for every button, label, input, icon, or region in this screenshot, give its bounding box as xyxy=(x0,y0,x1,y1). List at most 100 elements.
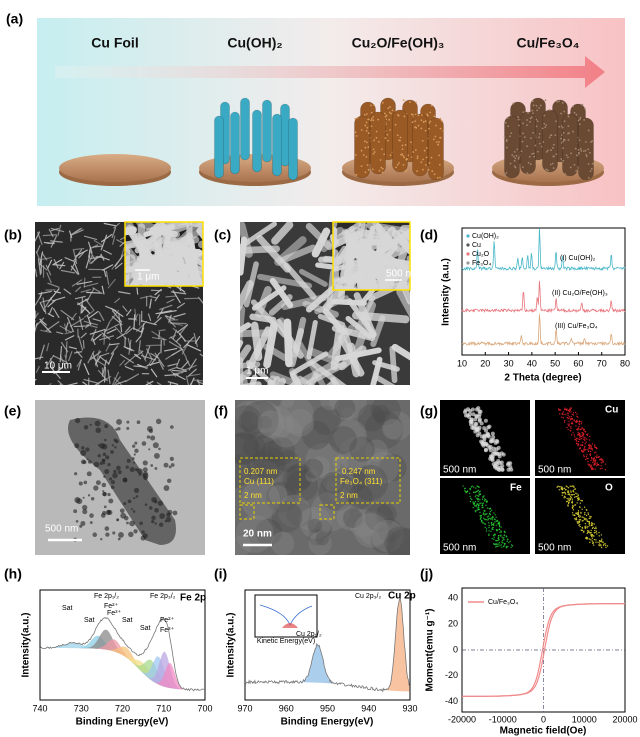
element-signal xyxy=(599,468,602,470)
element-signal xyxy=(557,485,559,487)
element-signal xyxy=(598,539,601,542)
scale-text: 500 nm xyxy=(538,465,571,476)
stage-label: Cu/Fe₃O₄ xyxy=(517,35,580,51)
texture xyxy=(103,505,107,509)
element-signal xyxy=(490,431,495,436)
rod-texture xyxy=(587,163,590,165)
rod-texture xyxy=(554,134,557,137)
texture xyxy=(86,291,103,294)
inset-frame xyxy=(239,457,301,504)
rod-texture xyxy=(372,115,374,118)
y-tick-label: -20 xyxy=(445,670,458,680)
texture xyxy=(70,258,77,271)
rod-texture xyxy=(521,140,524,143)
texture xyxy=(83,363,90,376)
rod-texture xyxy=(543,114,546,117)
texture xyxy=(82,381,88,385)
texture xyxy=(47,313,55,318)
element-signal xyxy=(587,525,589,528)
rod-texture xyxy=(364,171,367,174)
texture xyxy=(199,353,203,357)
rod-texture xyxy=(372,148,375,151)
element-signal xyxy=(574,436,576,438)
texture xyxy=(158,331,161,339)
element-signal xyxy=(570,416,572,418)
element-signal xyxy=(495,528,498,531)
rod-texture xyxy=(422,121,425,123)
element-signal xyxy=(474,509,476,512)
nanorod xyxy=(230,111,240,175)
texture xyxy=(39,263,48,271)
rod-texture xyxy=(416,170,419,172)
rod-texture xyxy=(587,148,590,151)
element-signal xyxy=(496,543,499,545)
element-signal xyxy=(575,492,577,494)
texture xyxy=(171,348,183,356)
texture xyxy=(159,513,166,519)
element-signal xyxy=(483,428,488,433)
element-signal xyxy=(605,546,607,549)
texture xyxy=(68,346,77,350)
element-signal xyxy=(501,546,503,548)
rod-texture xyxy=(362,154,365,156)
element-signal xyxy=(584,512,586,514)
element-signal xyxy=(506,540,508,543)
rod-texture xyxy=(512,102,515,105)
texture xyxy=(181,360,189,369)
element-signal xyxy=(500,526,502,528)
element-signal xyxy=(576,419,578,422)
texture xyxy=(192,256,203,268)
element-signal xyxy=(600,546,603,549)
inset-frame xyxy=(124,221,204,287)
texture xyxy=(167,381,179,385)
texture xyxy=(326,269,336,309)
texture xyxy=(330,328,343,371)
peak-component xyxy=(40,646,205,690)
element-signal xyxy=(595,531,597,534)
rod-texture xyxy=(533,172,536,175)
element-signal xyxy=(476,498,479,501)
texture xyxy=(101,482,107,488)
element-signal xyxy=(492,528,494,531)
element-signal xyxy=(567,504,569,506)
texture xyxy=(125,328,133,335)
texture xyxy=(85,447,90,452)
texture xyxy=(268,485,288,504)
texture xyxy=(150,464,154,467)
texture xyxy=(86,314,92,326)
element-signal xyxy=(484,518,486,521)
rod-texture xyxy=(375,136,378,139)
texture xyxy=(190,377,195,385)
texture xyxy=(102,491,107,497)
texture xyxy=(132,510,136,513)
element-signal xyxy=(589,517,591,519)
panel-label: (d) xyxy=(420,227,438,243)
rod-texture xyxy=(545,124,548,127)
rod-texture xyxy=(355,154,357,156)
panel-label: (f) xyxy=(214,403,228,419)
element-signal xyxy=(491,538,493,540)
element-signal xyxy=(571,500,574,502)
rod-texture xyxy=(401,153,403,156)
texture xyxy=(98,311,105,321)
element-signal xyxy=(583,455,585,458)
element-signal xyxy=(600,457,602,460)
y-axis-label: Intensity(a.u.) xyxy=(21,612,32,677)
x-axis-label: Binding Energy(eV) xyxy=(281,717,374,728)
texture xyxy=(92,333,102,342)
texture xyxy=(396,288,410,319)
inset-frame xyxy=(335,457,401,504)
rod-texture xyxy=(385,114,388,117)
element-signal xyxy=(599,458,602,461)
texture xyxy=(342,407,355,420)
texture xyxy=(114,255,123,267)
element-signal xyxy=(494,514,496,516)
element-signal xyxy=(566,417,568,419)
element-signal xyxy=(581,526,583,529)
texture xyxy=(261,440,283,463)
texture xyxy=(160,310,177,315)
element-signal xyxy=(481,505,484,507)
texture xyxy=(298,268,328,287)
rod-texture xyxy=(440,119,443,122)
